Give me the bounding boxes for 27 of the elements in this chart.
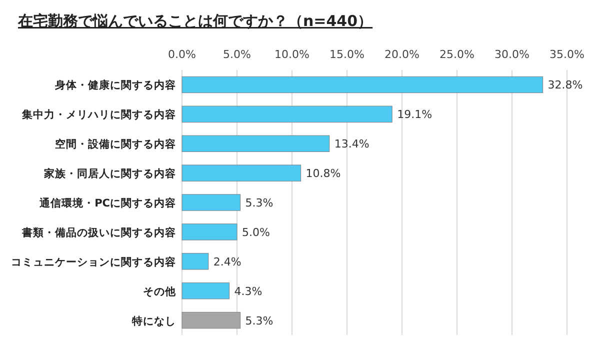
x-tick-label: 0.0% [168, 48, 196, 61]
x-tick-label: 5.0% [223, 48, 251, 61]
data-label: 2.4% [213, 255, 242, 268]
data-label: 10.8% [306, 167, 341, 180]
data-label: 4.3% [234, 284, 262, 298]
y-tick-label: 書類・備品の扱いに関する内容 [21, 226, 176, 239]
y-tick-label: 集中力・メリハリに関する内容 [21, 108, 176, 122]
x-tick-label: 30.0% [494, 48, 530, 61]
y-tick-label: 身体・健康に関する内容 [54, 78, 176, 92]
y-tick-label: 空間・設備に関する内容 [55, 138, 176, 151]
data-label: 13.4% [334, 138, 370, 151]
y-tick-label: 特になし [131, 314, 176, 328]
x-tick-label: 25.0% [440, 48, 474, 61]
y-tick-label: 家族・同居人に関する内容 [43, 167, 176, 180]
data-label: 5.3% [245, 196, 274, 210]
data-label: 19.1% [397, 108, 432, 122]
y-tick-label: 通信環境・PCに関する内容 [38, 196, 176, 210]
x-tick-label: 20.0% [384, 48, 420, 61]
y-tick-label: コミュニケーションに関する内容 [11, 255, 176, 268]
x-tick-label: 15.0% [330, 48, 364, 61]
data-label: 5.3% [245, 314, 274, 328]
data-label: 32.8% [548, 78, 583, 92]
y-tick-label: その他 [143, 284, 177, 298]
data-label: 5.0% [242, 226, 270, 239]
title: 在宅勤務で悩んでいることは何ですか？（n=440） [18, 12, 373, 30]
x-tick-label: 10.0% [274, 48, 310, 61]
x-tick-label: 35.0% [550, 48, 584, 61]
